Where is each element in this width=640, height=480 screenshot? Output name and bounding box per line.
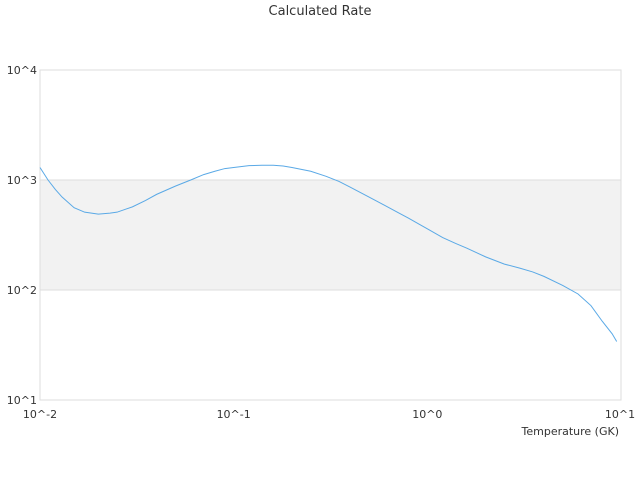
x-tick-label: 10^-2	[23, 408, 57, 421]
y-tick-labels: 10^1 10^2 10^3 10^4	[7, 64, 37, 407]
y-tick-label: 10^4	[7, 64, 37, 77]
y-tick-label: 10^3	[7, 174, 37, 187]
x-tick-label: 10^-1	[217, 408, 251, 421]
x-tick-labels: 10^-2 10^-1 10^0 10^1	[23, 408, 635, 421]
y-tick-label: 10^1	[7, 394, 37, 407]
plot-frame	[39, 69, 622, 401]
x-tick-label: 10^1	[605, 408, 635, 421]
x-tick-label: 10^0	[412, 408, 442, 421]
series-line	[39, 164, 618, 342]
chart-title: Calculated Rate	[268, 4, 372, 19]
y-band-shading	[40, 180, 621, 290]
x-axis-label: Temperature (GK)	[521, 425, 620, 438]
y-tick-label: 10^2	[7, 284, 37, 297]
